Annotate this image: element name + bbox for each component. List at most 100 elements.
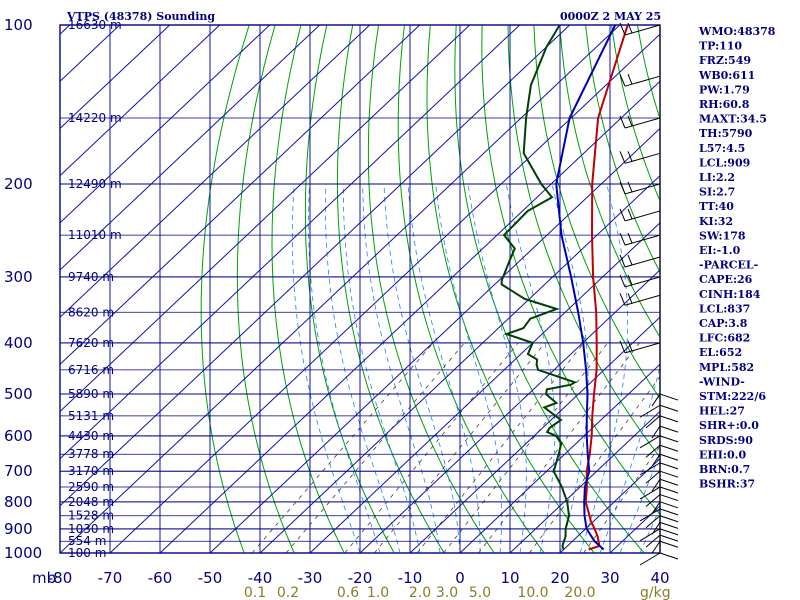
wind-barb-column	[619, 22, 679, 566]
height-label: 7620 m	[68, 336, 114, 350]
isotherm	[409, 316, 660, 553]
temperature-tick-label: 0	[455, 569, 465, 587]
index-entry: STM:222/6	[699, 390, 766, 403]
index-entry: TP:110	[699, 40, 742, 53]
index-entry: LI:2.2	[699, 171, 735, 184]
wind-barb	[619, 115, 661, 129]
mixing-ratio-label: 3.0	[436, 585, 458, 600]
temperature-tick-label: -20	[348, 569, 373, 587]
index-entry: L57:4.5	[699, 142, 745, 155]
mixing-ratio-label: 0.1	[244, 585, 266, 600]
index-entry: SW:178	[699, 229, 746, 242]
isotherm	[60, 25, 421, 366]
temperature-tick-label: 20	[550, 569, 569, 587]
pressure-label: 400	[4, 334, 33, 352]
index-entry: BRN:0.7	[699, 463, 750, 476]
wind-barb	[619, 151, 661, 164]
wind-barb	[639, 462, 679, 476]
temperature-profile	[584, 25, 629, 551]
index-entry: LFC:682	[699, 332, 750, 345]
index-entry: -PARCEL-	[699, 259, 758, 272]
temperature-tick-label: -30	[298, 569, 323, 587]
wind-barb	[645, 494, 679, 507]
pressure-label: 800	[4, 493, 33, 511]
temperature-tick-label: 10	[500, 569, 519, 587]
temperature-tick-label: -10	[398, 569, 423, 587]
wind-barb	[619, 232, 661, 246]
height-label: 11010 m	[68, 228, 122, 242]
wind-barb	[639, 404, 679, 418]
pressure-label: 200	[4, 175, 33, 193]
wind-barb	[645, 515, 679, 529]
wind-barb	[645, 534, 679, 548]
index-entry: -WIND-	[699, 375, 745, 388]
pressure-label: 300	[4, 268, 33, 286]
isotherm	[159, 80, 660, 553]
wind-barb	[619, 208, 661, 222]
wind-barb	[619, 293, 661, 306]
isotherm	[509, 410, 660, 553]
index-entry: EI:-1.0	[699, 244, 741, 257]
wind-barb	[645, 444, 679, 458]
isotherm	[459, 363, 660, 553]
height-label: 14220 m	[68, 111, 122, 125]
sounding-datetime: 0000Z 2 MAY 25	[560, 10, 661, 23]
index-entry: FRZ:549	[699, 54, 751, 67]
index-entry: CAPE:26	[699, 273, 753, 286]
mixing-ratio-label: 2.0	[409, 585, 431, 600]
wind-barb	[619, 181, 661, 195]
isotherm	[109, 33, 660, 553]
temperature-tick-label: -80	[48, 569, 73, 587]
isotherm	[60, 25, 221, 177]
index-entry: SHR+:0.0	[699, 419, 759, 432]
isotherm	[209, 127, 660, 553]
height-label: 6716 m	[68, 363, 114, 377]
isotherm	[359, 269, 660, 553]
isotherm	[60, 25, 471, 413]
index-entry: TT:40	[699, 200, 734, 213]
temperature-tick-label: -70	[98, 569, 123, 587]
height-label: 16630 m	[68, 18, 122, 32]
wind-barb	[619, 340, 661, 354]
height-label: 8620 m	[68, 305, 114, 319]
mixing-ratio-line	[528, 376, 660, 553]
mixing-ratio-line	[344, 342, 519, 553]
parcel-profile	[555, 25, 617, 551]
temperature-tick-label: -40	[248, 569, 273, 587]
mixing-ratio-line	[583, 445, 660, 553]
index-entry: PW:1.79	[699, 83, 750, 96]
height-label: 5131 m	[68, 409, 114, 423]
height-label: 9740 m	[68, 270, 114, 284]
height-label: 554 m	[68, 534, 106, 548]
isotherm	[309, 222, 660, 553]
index-entry: CINH:184	[699, 288, 761, 301]
wind-barb	[651, 453, 679, 467]
wind-barb	[619, 274, 661, 288]
height-label: 1030 m	[68, 522, 114, 536]
wind-barb	[645, 470, 679, 484]
pressure-label: 1000	[4, 544, 42, 562]
index-entry: RH:60.8	[699, 98, 750, 111]
wind-barb	[651, 425, 679, 439]
wind-barb	[619, 254, 661, 268]
isotherm	[60, 25, 571, 507]
height-label: 2590 m	[68, 480, 114, 494]
dewpoint-profile	[500, 25, 578, 550]
pressure-label: 900	[4, 520, 33, 538]
mixing-ratio-label: 0.2	[277, 585, 299, 600]
index-entry: CAP:3.8	[699, 317, 748, 330]
pressure-label: 100	[4, 16, 33, 34]
mixing-ratio-label: 1.0	[367, 585, 389, 600]
index-entry: SRDS:90	[699, 434, 753, 447]
station-title: VTPS (48378) Sounding	[66, 10, 215, 23]
wind-barb	[651, 501, 679, 515]
isotherm	[60, 25, 171, 130]
isotherm	[60, 25, 271, 224]
index-entry: WMO:48378	[698, 25, 776, 38]
wind-barb	[619, 73, 661, 87]
wind-barb	[651, 393, 679, 407]
index-entry: TH:5790	[699, 127, 753, 140]
